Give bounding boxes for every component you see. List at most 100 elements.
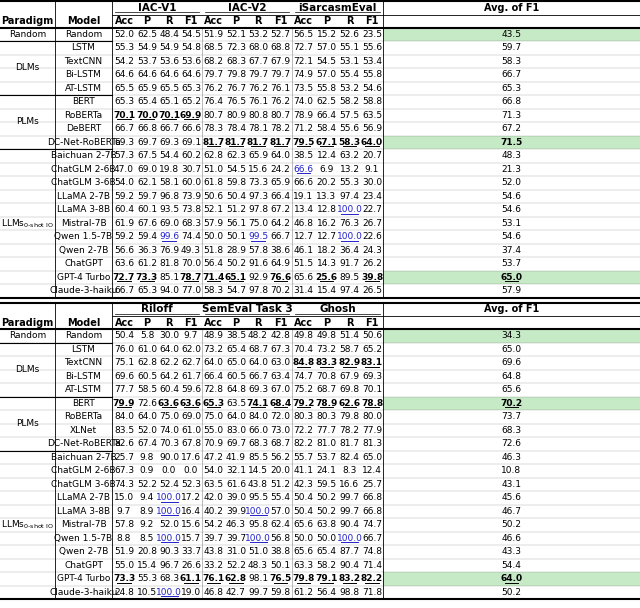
Text: 53.7: 53.7 [316, 453, 337, 461]
Text: 62.2: 62.2 [159, 358, 179, 367]
Text: 49.8: 49.8 [317, 331, 337, 340]
Text: 96.8: 96.8 [159, 192, 179, 201]
Text: 85.5: 85.5 [248, 453, 268, 461]
Text: 12.4: 12.4 [317, 151, 337, 161]
Text: 60.5: 60.5 [226, 371, 246, 381]
Text: 60.2: 60.2 [181, 151, 201, 161]
Text: 78.7: 78.7 [180, 273, 202, 282]
Text: 52.1: 52.1 [226, 30, 246, 39]
Text: ChatGLM 3-6B: ChatGLM 3-6B [51, 480, 116, 489]
Text: 63.6: 63.6 [158, 399, 180, 408]
Text: 66.7: 66.7 [362, 534, 382, 543]
Text: 41.1: 41.1 [294, 466, 314, 475]
Text: 46.3: 46.3 [502, 453, 522, 461]
Text: 61.0: 61.0 [137, 345, 157, 354]
Text: 39.8: 39.8 [361, 273, 383, 282]
Text: 60.4: 60.4 [159, 385, 179, 394]
Text: 68.0: 68.0 [248, 43, 268, 52]
Text: 69.3: 69.3 [114, 138, 134, 147]
Bar [383, 136, 640, 149]
Text: DeBERT: DeBERT [66, 124, 101, 133]
Text: 46.8: 46.8 [294, 219, 314, 228]
Text: 61.7: 61.7 [181, 371, 201, 381]
Text: 97.8: 97.8 [248, 286, 268, 295]
Text: 76.5: 76.5 [269, 574, 292, 583]
Text: TextCNN: TextCNN [65, 358, 102, 367]
Text: 74.8: 74.8 [362, 547, 382, 556]
Text: 62.4: 62.4 [271, 520, 291, 529]
Text: 78.2: 78.2 [271, 124, 291, 133]
Text: 22.7: 22.7 [362, 206, 382, 214]
Text: 60.5: 60.5 [137, 371, 157, 381]
Text: 0.0: 0.0 [162, 466, 176, 475]
Text: 48.2: 48.2 [248, 331, 268, 340]
Text: IAC-V2: IAC-V2 [228, 3, 266, 13]
Text: 65.4: 65.4 [317, 547, 337, 556]
Text: 69.3: 69.3 [248, 385, 268, 394]
Text: 53.1: 53.1 [339, 57, 360, 66]
Text: 0.0: 0.0 [184, 466, 198, 475]
Text: 80.9: 80.9 [226, 111, 246, 120]
Text: 66.7: 66.7 [114, 124, 134, 133]
Text: 55.0: 55.0 [114, 561, 134, 570]
Text: 64.0: 64.0 [137, 412, 157, 421]
Text: 66.0: 66.0 [248, 426, 268, 435]
Text: 68.3: 68.3 [159, 574, 179, 583]
Text: 8.5: 8.5 [140, 534, 154, 543]
Text: 84.0: 84.0 [114, 412, 134, 421]
Text: 56.4: 56.4 [317, 588, 337, 596]
Text: 72.6: 72.6 [137, 399, 157, 408]
Text: 68.7: 68.7 [248, 345, 268, 354]
Text: 90.4: 90.4 [339, 561, 360, 570]
Text: 57.9: 57.9 [204, 219, 223, 228]
Text: 46.7: 46.7 [502, 506, 522, 516]
Text: 72.1: 72.1 [294, 57, 314, 66]
Text: 63.5: 63.5 [362, 111, 382, 120]
Text: 94.0: 94.0 [159, 286, 179, 295]
Text: 64.0: 64.0 [361, 138, 383, 147]
Text: 83.0: 83.0 [226, 426, 246, 435]
Text: 39.9: 39.9 [226, 506, 246, 516]
Text: 66.4: 66.4 [317, 111, 337, 120]
Text: 65.9: 65.9 [248, 151, 268, 161]
Text: 54.8: 54.8 [181, 43, 201, 52]
Text: 65.0: 65.0 [362, 453, 382, 461]
Text: 15.2: 15.2 [317, 30, 337, 39]
Text: 50.2: 50.2 [502, 588, 522, 596]
Text: LLMs$_{0\text{-shot IO}}$: LLMs$_{0\text{-shot IO}}$ [1, 217, 54, 229]
Text: 65.4: 65.4 [226, 345, 246, 354]
Text: LLaMA 2-7B: LLaMA 2-7B [57, 493, 110, 502]
Text: 66.8: 66.8 [501, 97, 522, 106]
Text: 74.7: 74.7 [294, 371, 314, 381]
Text: 78.9: 78.9 [316, 399, 338, 408]
Text: 54.5: 54.5 [317, 57, 337, 66]
Text: 64.0: 64.0 [500, 574, 523, 583]
Text: PLMs: PLMs [16, 419, 39, 428]
Text: 69.9: 69.9 [180, 111, 202, 120]
Bar [383, 572, 640, 586]
Text: 12.8: 12.8 [317, 206, 337, 214]
Text: 53.6: 53.6 [159, 57, 179, 66]
Text: 70.0: 70.0 [136, 111, 158, 120]
Text: Model: Model [67, 317, 100, 328]
Text: 57.9: 57.9 [501, 286, 522, 295]
Text: AT-LSTM: AT-LSTM [65, 385, 102, 394]
Text: 62.8: 62.8 [225, 574, 247, 583]
Text: 65.9: 65.9 [271, 178, 291, 187]
Text: 52.2: 52.2 [226, 561, 246, 570]
Text: 99.6: 99.6 [159, 232, 179, 241]
Text: 64.6: 64.6 [137, 71, 157, 79]
Text: 60.1: 60.1 [137, 206, 157, 214]
Text: 68.3: 68.3 [181, 219, 201, 228]
Text: LLaMA 2-7B: LLaMA 2-7B [57, 192, 110, 201]
Text: DC-Net-RoBERTa: DC-Net-RoBERTa [47, 439, 120, 448]
Text: 91.7: 91.7 [339, 259, 360, 268]
Text: 45.6: 45.6 [502, 493, 522, 502]
Text: 16.2: 16.2 [317, 219, 337, 228]
Text: Acc: Acc [115, 317, 134, 328]
Text: DC-Net-RoBERTa: DC-Net-RoBERTa [47, 138, 120, 147]
Text: LLaMA 3-8B: LLaMA 3-8B [57, 206, 110, 214]
Text: 46.3: 46.3 [226, 520, 246, 529]
Text: 52.6: 52.6 [339, 30, 360, 39]
Text: R: R [346, 317, 353, 328]
